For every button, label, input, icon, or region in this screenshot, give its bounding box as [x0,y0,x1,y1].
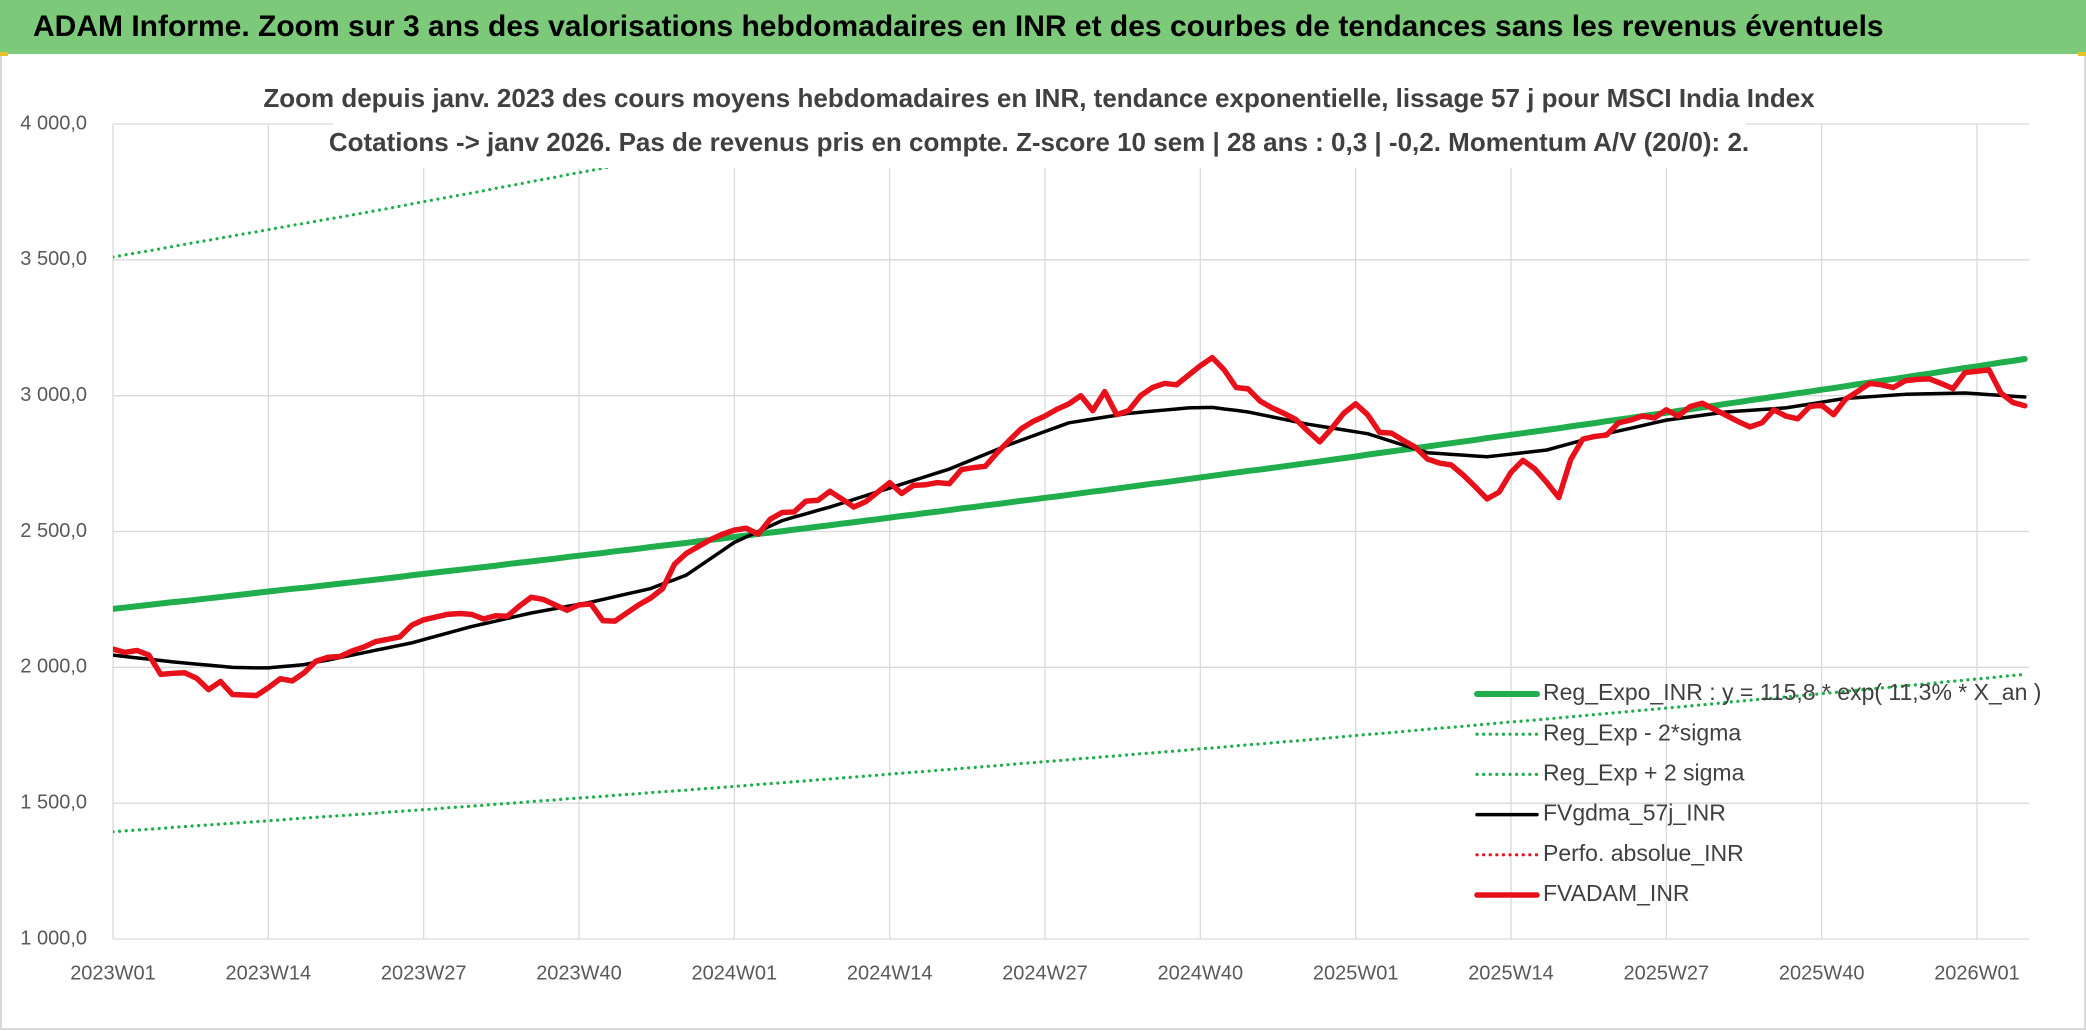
legend: Reg_Expo_INR : y = 115,8 * exp( 11,3% * … [1474,679,2041,906]
legend-label: FVADAM_INR [1543,880,1690,906]
x-tick-label: 2024W40 [1158,962,1244,984]
series-line [113,124,841,259]
x-tick-label: 2025W01 [1313,962,1399,984]
plot [113,124,2028,834]
x-tick-label: 2024W27 [1002,962,1088,984]
x-tick-label: 2023W27 [381,962,467,984]
x-tick-label: 2025W27 [1624,962,1710,984]
series-line [113,672,2027,834]
y-tick-label: 4 000,0 [20,112,87,134]
x-tick-label: 2024W14 [847,962,933,984]
x-tick-label: 2023W40 [536,962,622,984]
legend-label: Reg_Exp + 2 sigma [1543,759,1745,785]
legend-label: FVgdma_57j_INR [1543,800,1726,826]
x-tick-label: 2023W14 [226,962,312,984]
subtitle-box [333,78,1745,168]
y-tick-label: 3 000,0 [20,384,87,406]
chart-title: Zoom depuis janv. 2023 des cours moyens … [263,83,1815,113]
legend-label: Perfo. absolue_INR [1543,840,1744,866]
x-tick-label: 2023W01 [70,962,156,984]
axes: 1 000,0 1 500,0 2 000,0 2 500,0 3 000,0 3 500… [20,112,2020,984]
y-tick-label: 1 000,0 [20,927,87,949]
y-tick-label: 3 500,0 [20,248,87,270]
x-tick-label: 2024W01 [692,962,778,984]
banner-accent [0,52,8,56]
banner-accent [2078,52,2086,56]
series-line [113,391,2027,670]
y-tick-label: 2 500,0 [20,520,87,542]
x-tick-label: 2026W01 [1934,962,2020,984]
y-tick-label: 2 000,0 [20,656,87,678]
series-line [113,354,2028,699]
page-title: ADAM Informe. Zoom sur 3 ans des valoris… [33,10,1884,43]
y-tick-label: 1 500,0 [20,791,87,813]
x-tick-label: 2025W14 [1468,962,1554,984]
legend-label: Reg_Exp - 2*sigma [1543,719,1741,745]
x-tick-label: 2025W40 [1779,962,1865,984]
banner [0,0,2086,54]
legend-label: Reg_Expo_INR : y = 115,8 * exp( 11,3% * … [1543,679,2041,705]
chart-subtitle: Cotations -> janv 2026. Pas de revenus p… [329,127,1749,157]
